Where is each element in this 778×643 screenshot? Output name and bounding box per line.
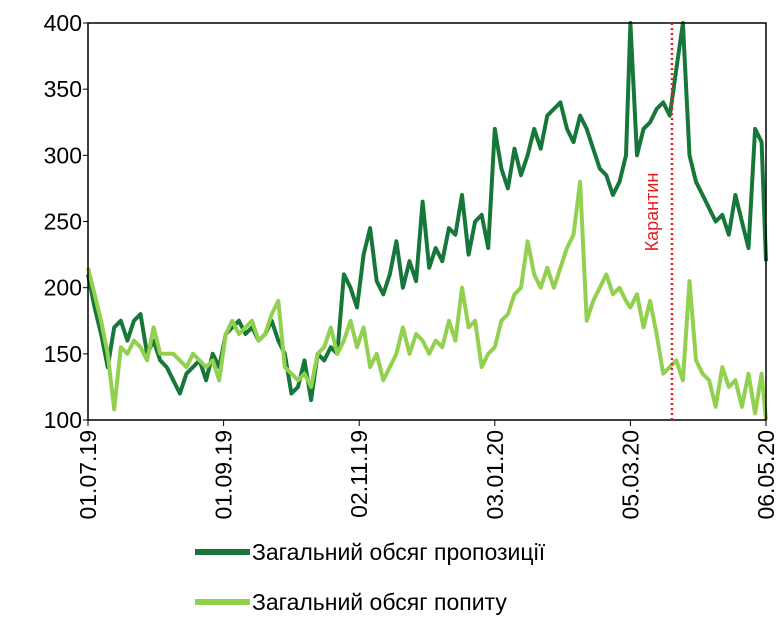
series-line — [86, 21, 768, 403]
y-tick-label: 150 — [44, 341, 82, 367]
annotation-text: Карантин — [642, 173, 662, 252]
plot-frame — [87, 22, 767, 421]
x-tick-label: 03.01.20 — [482, 430, 508, 520]
y-tick-label: 400 — [44, 10, 82, 36]
legend-label: Загальний обсяг попиту — [252, 589, 507, 615]
y-tick-label: 350 — [44, 76, 82, 102]
x-tick-label: 06.05.20 — [753, 430, 778, 520]
y-tick-label: 200 — [44, 275, 82, 301]
y-tick-label: 300 — [44, 142, 82, 168]
y-tick-label: 250 — [44, 209, 82, 235]
series-line — [86, 179, 768, 421]
x-tick-label: 02.11.19 — [346, 430, 372, 518]
x-tick-label: 01.07.19 — [75, 430, 101, 520]
x-tick-label: 05.03.20 — [617, 430, 643, 520]
y-tick-label: 100 — [44, 407, 82, 433]
legend-label: Загальний обсяг пропозиції — [252, 539, 546, 565]
x-tick-label: 01.09.19 — [211, 430, 237, 520]
